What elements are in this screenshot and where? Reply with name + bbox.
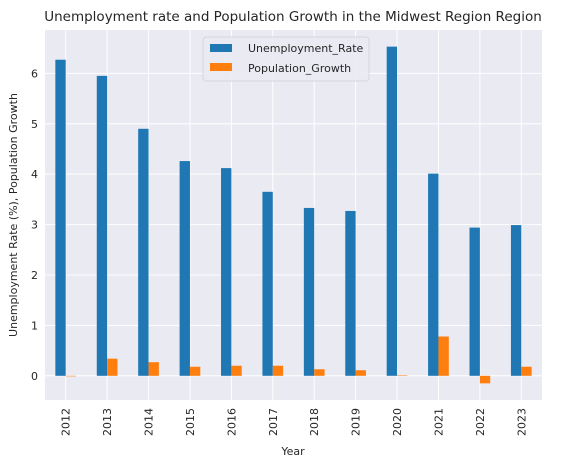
bar-population-growth-2013 — [107, 358, 118, 376]
chart-title: Unemployment rate and Population Growth … — [44, 9, 542, 25]
bar-population-growth-2022 — [479, 375, 491, 384]
y-tick-label: 4 — [31, 168, 38, 181]
y-tick-label: 6 — [31, 67, 38, 80]
x-tick-label: 2018 — [308, 408, 321, 436]
y-tick-label: 1 — [31, 319, 38, 332]
x-tick-label: 2013 — [101, 408, 114, 436]
bar-population-growth-2012 — [65, 375, 77, 377]
bar-unemployment-rate-2018 — [303, 207, 315, 376]
x-tick-label: 2021 — [432, 408, 445, 436]
bar-unemployment-rate-2017 — [262, 191, 273, 376]
x-tick-label: 2020 — [391, 408, 404, 436]
x-tick-label: 2023 — [515, 408, 528, 436]
bar-unemployment-rate-2012 — [55, 59, 66, 376]
bar-unemployment-rate-2019 — [345, 210, 356, 376]
bar-population-growth-2021 — [438, 336, 449, 376]
bar-population-growth-2023 — [521, 366, 532, 376]
bar-unemployment-rate-2013 — [96, 75, 108, 376]
x-tick-label: 2019 — [350, 408, 363, 436]
bar-population-growth-2015 — [189, 366, 201, 376]
bar-population-growth-2016 — [231, 365, 242, 376]
x-tick-label: 2014 — [143, 408, 156, 436]
bars — [55, 46, 532, 384]
bar-unemployment-rate-2020 — [386, 46, 398, 376]
bar-population-growth-2017 — [272, 365, 284, 376]
bar-unemployment-rate-2021 — [428, 173, 439, 376]
legend-box — [202, 36, 370, 82]
x-tick-labels: 2012 2013 2014 2015 2016 2017 2018 2019 2020 2021… — [60, 408, 529, 436]
x-tick-label: 2017 — [267, 408, 280, 436]
bar-unemployment-rate-2022 — [469, 227, 480, 376]
plot-area — [45, 30, 542, 400]
y-tick-labels: 0 1 2 3 4 5 6 — [31, 67, 38, 382]
y-tick-label: 0 — [31, 370, 38, 383]
y-tick-label: 3 — [31, 219, 38, 232]
legend-label-population-growth: Population_Growth — [248, 62, 351, 75]
bar-population-growth-2018 — [314, 369, 325, 376]
x-tick-label: 2012 — [60, 408, 73, 436]
bar-population-growth-2019 — [355, 370, 366, 376]
bar-unemployment-rate-2015 — [179, 161, 190, 376]
y-tick-label: 2 — [31, 269, 38, 282]
x-axis-label: Year — [280, 445, 305, 458]
legend-label-unemployment-rate: Unemployment_Rate — [248, 42, 364, 55]
bar-unemployment-rate-2023 — [510, 225, 522, 376]
y-axis-label: Unemployment Rate (%), Population Growth — [7, 93, 20, 337]
x-tick-label: 2015 — [184, 408, 197, 436]
legend-swatch-unemployment-rate — [210, 44, 232, 52]
legend-swatch-population-growth — [210, 63, 232, 71]
x-tick-label: 2016 — [225, 408, 238, 436]
bar-population-growth-2020 — [397, 375, 408, 376]
x-tick-label: 2022 — [474, 408, 487, 436]
bar-unemployment-rate-2016 — [221, 168, 232, 376]
bar-unemployment-rate-2014 — [138, 128, 149, 376]
y-tick-label: 5 — [31, 118, 38, 131]
bar-population-growth-2014 — [148, 362, 159, 376]
legend: Unemployment_Rate Population_Growth — [202, 36, 370, 82]
